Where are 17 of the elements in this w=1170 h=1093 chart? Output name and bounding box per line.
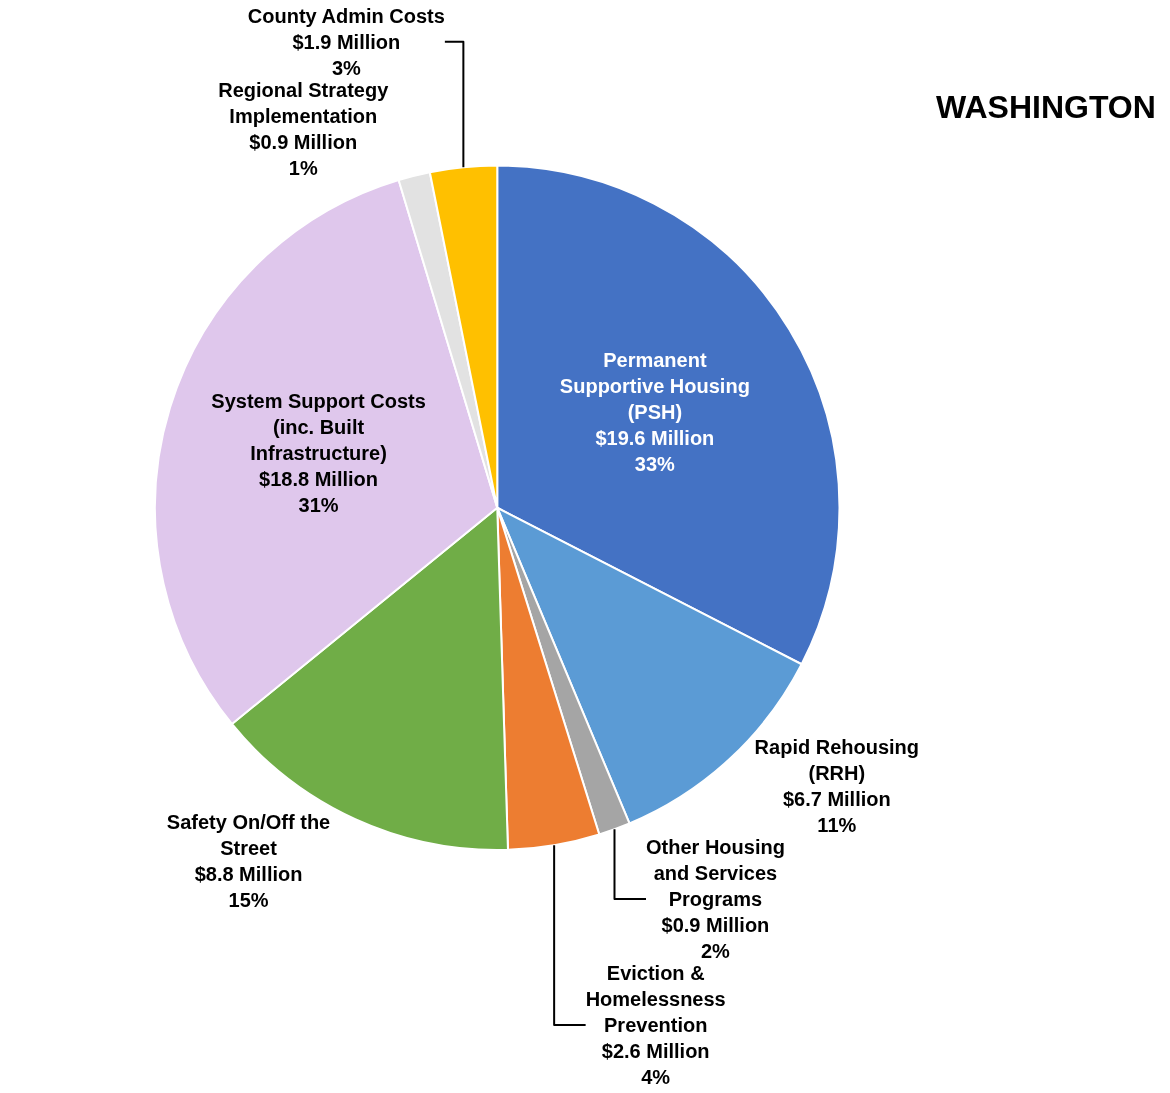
slice-label: Safety On/Off the Street — [166, 810, 331, 859]
slice-label: Other Housing and Services Programs — [645, 836, 785, 910]
data-label: $8.8 Million 15% — [194, 862, 303, 911]
data-label: $1.9 Million 3% — [292, 30, 401, 79]
data-label: $2.6 Million 4% — [601, 1040, 710, 1088]
data-label: $19.6 Million 33% — [595, 426, 715, 475]
slice-label: System Support Costs (inc. Built Infrastructure) — [211, 389, 426, 464]
text: WASHINGTON — [936, 89, 1156, 125]
slice-label: Regional Strategy Implementation — [218, 78, 390, 127]
data-label: $18.8 Million 31% — [259, 467, 379, 516]
slice-label: Permanent Supportive Housing (PSH) — [559, 348, 750, 423]
slice-label: Rapid Rehousing (RRH) — [754, 736, 920, 784]
slice-label: Eviction & Homelessness Prevention — [585, 962, 726, 1036]
data-label: $0.9 Million 2% — [661, 914, 770, 962]
data-label: $0.9 Million 1% — [249, 130, 358, 179]
data-label: $6.7 Million 11% — [782, 788, 891, 836]
slice-label: County Admin Costs — [247, 4, 445, 27]
